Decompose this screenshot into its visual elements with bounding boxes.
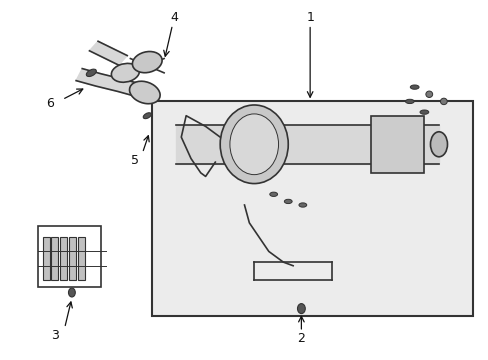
Ellipse shape xyxy=(284,199,291,203)
Ellipse shape xyxy=(405,99,413,104)
Ellipse shape xyxy=(419,110,428,114)
Bar xyxy=(38,226,101,287)
Ellipse shape xyxy=(220,105,287,184)
Ellipse shape xyxy=(425,91,432,98)
Text: 2: 2 xyxy=(297,333,305,346)
Ellipse shape xyxy=(129,81,160,104)
Bar xyxy=(78,237,84,280)
Ellipse shape xyxy=(440,98,447,105)
Polygon shape xyxy=(176,125,438,164)
Text: 1: 1 xyxy=(305,11,313,24)
Bar xyxy=(60,237,67,280)
Ellipse shape xyxy=(409,85,418,89)
Text: 3: 3 xyxy=(51,329,59,342)
Ellipse shape xyxy=(132,51,162,73)
Polygon shape xyxy=(89,41,127,65)
Bar xyxy=(152,102,472,316)
Ellipse shape xyxy=(86,69,96,77)
Ellipse shape xyxy=(143,113,151,119)
Bar xyxy=(69,237,76,280)
Ellipse shape xyxy=(229,114,278,175)
Ellipse shape xyxy=(298,203,306,207)
Ellipse shape xyxy=(429,132,447,157)
Text: 6: 6 xyxy=(46,97,54,110)
Ellipse shape xyxy=(68,288,75,297)
Ellipse shape xyxy=(297,303,305,314)
Text: 5: 5 xyxy=(131,154,139,167)
Bar xyxy=(51,237,58,280)
Polygon shape xyxy=(76,69,143,97)
Bar xyxy=(42,237,49,280)
Bar xyxy=(370,116,424,173)
Text: 4: 4 xyxy=(170,11,178,24)
Ellipse shape xyxy=(269,192,277,197)
Ellipse shape xyxy=(111,63,139,82)
